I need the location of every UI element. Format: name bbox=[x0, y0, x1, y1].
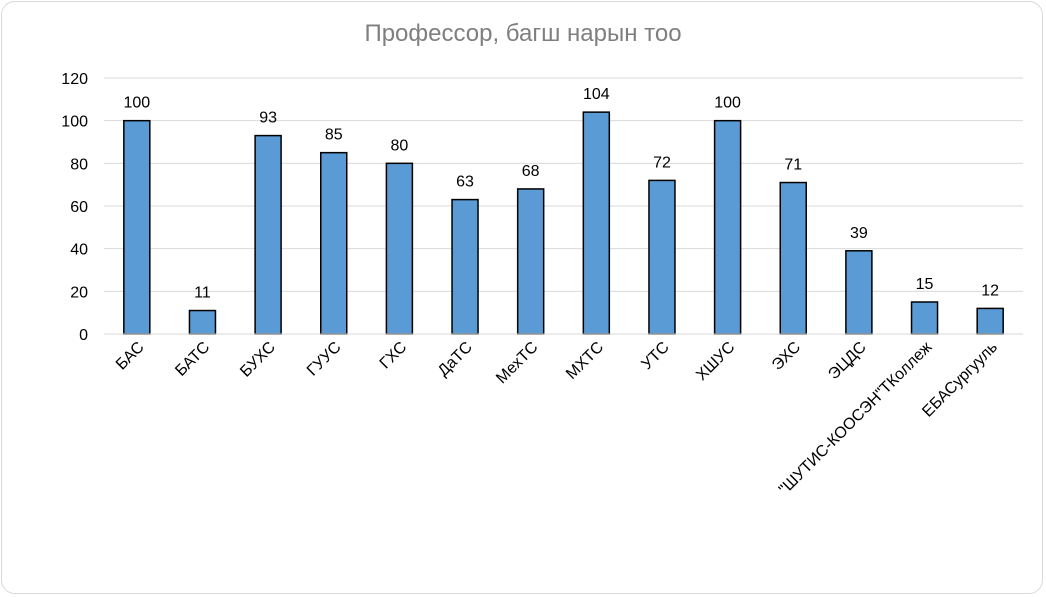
data-label: 100 bbox=[123, 95, 150, 112]
data-label: 15 bbox=[916, 276, 934, 293]
category-label: ГУУС bbox=[304, 339, 345, 380]
data-label: 100 bbox=[714, 95, 741, 112]
data-label: 39 bbox=[850, 225, 868, 242]
bar bbox=[320, 151, 348, 335]
bar bbox=[648, 179, 676, 335]
bar bbox=[976, 307, 1004, 335]
bar bbox=[385, 162, 414, 335]
data-label: 104 bbox=[583, 86, 610, 103]
bar bbox=[910, 301, 939, 335]
category-label: УТС bbox=[638, 339, 672, 373]
category-label: ЭЦДС bbox=[825, 339, 869, 383]
chart-title: Профессор, багш нарын тоо bbox=[364, 20, 682, 47]
bar bbox=[451, 198, 479, 335]
y-tick-label: 20 bbox=[70, 284, 88, 301]
y-tick-label: 100 bbox=[61, 114, 88, 131]
data-label: 11 bbox=[194, 285, 211, 302]
category-label: МехТС bbox=[493, 339, 541, 387]
category-label: ДаТС bbox=[435, 339, 476, 380]
bar bbox=[713, 119, 742, 335]
bar bbox=[123, 119, 151, 335]
category-label: БАТС bbox=[172, 339, 213, 380]
data-labels: 100 11 93 85 80 63 68 104 72 100 71 39 15 12 bbox=[123, 86, 999, 301]
data-label: 93 bbox=[259, 110, 277, 127]
data-label: 85 bbox=[325, 127, 343, 144]
bars bbox=[123, 111, 1004, 335]
data-label: 71 bbox=[784, 157, 802, 174]
y-tick-label: 0 bbox=[79, 327, 88, 344]
data-label: 68 bbox=[522, 163, 540, 180]
bar bbox=[582, 111, 611, 335]
category-label: ХШУС bbox=[693, 339, 738, 384]
data-label: 72 bbox=[653, 154, 671, 171]
y-tick-label: 80 bbox=[70, 156, 88, 173]
bar bbox=[188, 309, 217, 335]
bar bbox=[845, 250, 873, 335]
y-tick-label: 40 bbox=[70, 242, 88, 259]
data-label: 80 bbox=[390, 137, 408, 154]
data-label: 12 bbox=[981, 282, 999, 299]
bar bbox=[779, 181, 807, 335]
category-label: ГХС bbox=[377, 339, 410, 372]
gridlines bbox=[104, 77, 1023, 292]
y-tick-label: 120 bbox=[61, 71, 88, 88]
category-label: ЭХС bbox=[769, 339, 804, 374]
y-tick-label: 60 bbox=[70, 199, 88, 216]
y-axis-ticks: 0 20 40 60 80 100 120 bbox=[61, 71, 88, 344]
category-label: БАС bbox=[113, 339, 148, 374]
category-labels: БАС БАТС БУХС ГУУС ГХС ДаТС МехТС МХТС УТС ХШУС ЭХ… bbox=[113, 339, 1001, 499]
bar bbox=[516, 188, 545, 335]
category-label: МХТС bbox=[563, 339, 607, 383]
category-label: БУХС bbox=[237, 339, 279, 381]
data-label: 63 bbox=[456, 174, 474, 191]
bar bbox=[254, 134, 282, 335]
